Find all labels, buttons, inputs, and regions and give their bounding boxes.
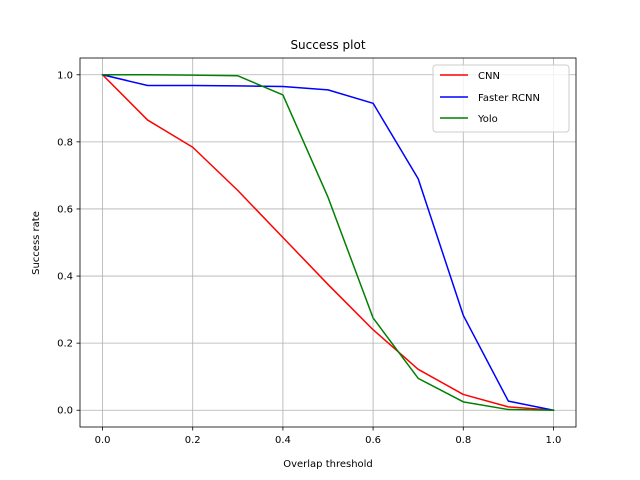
series-lines [101, 73, 555, 412]
legend-label-faster-rcnn: Faster RCNN [478, 93, 540, 104]
x-tick-label: 0.4 [275, 435, 291, 446]
series-line-faster-rcnn [101, 73, 555, 412]
chart-title: Success plot [290, 38, 365, 52]
legend-label-cnn: CNN [478, 71, 500, 82]
y-tick-label: 0.8 [57, 137, 73, 148]
series-line-yolo [101, 74, 555, 411]
x-tick-label: 0.2 [185, 435, 201, 446]
x-tick-label: 0.6 [365, 435, 381, 446]
y-tick-label: 0.0 [57, 406, 73, 417]
y-tick-label: 0.6 [57, 204, 73, 215]
legend: CNN Faster RCNN Yolo [432, 64, 570, 133]
grid [80, 58, 576, 427]
legend-box [432, 64, 570, 133]
x-tick-label: 0.8 [455, 435, 471, 446]
x-tick-label: 1.0 [546, 435, 562, 446]
series-line-cnn [101, 73, 555, 412]
y-tick-label: 0.2 [57, 339, 73, 350]
y-tick-label: 0.4 [57, 272, 73, 283]
y-axis-label: Success rate [31, 211, 42, 275]
x-tick-label: 0.0 [95, 435, 111, 446]
axes-frame [79, 57, 577, 428]
x-axis-label: Overlap threshold [283, 459, 373, 470]
y-tick-label: 1.0 [57, 70, 73, 81]
legend-label-yolo: Yolo [477, 114, 498, 125]
axis-ticks: 0.0 0.2 0.4 0.6 0.8 1.0 0.0 0.2 0.4 0.6 0.8 1.0 [57, 70, 561, 446]
